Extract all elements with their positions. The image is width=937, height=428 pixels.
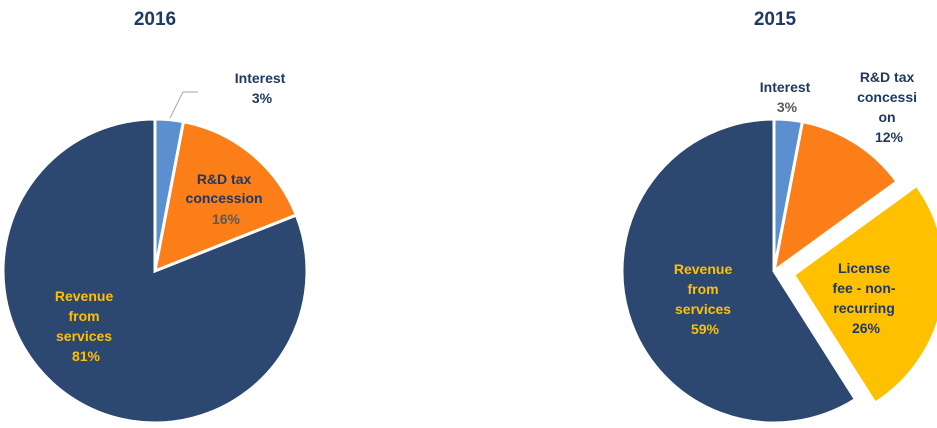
slice-label-rd-2015: R&D tax concessi on 12% xyxy=(857,69,921,145)
slice-label-line: concession xyxy=(186,190,263,206)
pie-slice-2015-3 xyxy=(620,117,858,425)
slice-pct: 3% xyxy=(252,90,273,106)
slice-label-line: services xyxy=(675,301,731,317)
slice-label-interest-2015: Interest 3% xyxy=(760,79,814,115)
slice-label-services-2015: Revenue from services 59% xyxy=(674,261,736,337)
slice-label-line: from xyxy=(687,281,718,297)
pie-slice-2015-1 xyxy=(771,119,900,275)
slice-label-line: on xyxy=(879,109,896,125)
slice-label-line: fee - non- xyxy=(833,280,896,296)
slice-label-line: License xyxy=(838,260,890,276)
slice-label-line: recurring xyxy=(833,300,894,316)
slice-label-line: Interest xyxy=(760,79,811,95)
pie-slices-2016 xyxy=(1,117,309,425)
pie-slices-2015 xyxy=(620,117,937,425)
pie-slice-2016-1 xyxy=(153,119,299,274)
slice-pct: 26% xyxy=(852,320,881,336)
slice-label-line: Revenue xyxy=(674,261,733,277)
slice-pct: 16% xyxy=(212,211,241,227)
slice-label-line: R&D tax xyxy=(197,171,252,187)
pie-slice-2016-2 xyxy=(1,117,309,425)
pie-chart-2015: 2015 Interest 3% R&D tax concessi on 12%… xyxy=(620,9,937,425)
leader-line-interest-2016 xyxy=(169,91,184,119)
slice-label-line: concessi xyxy=(857,89,917,105)
slice-label-interest-2016: Interest 3% xyxy=(235,70,289,106)
chart-title-2016: 2016 xyxy=(134,9,176,30)
pie-chart-2016: 2016 Interest 3% R&D tax concession 16% … xyxy=(1,9,309,425)
slice-label-line: R&D tax xyxy=(860,69,915,85)
slice-label-rd-2016: R&D tax concession 16% xyxy=(186,171,267,227)
slice-label-line: Revenue xyxy=(55,288,114,304)
slice-label-line: services xyxy=(56,328,112,344)
slice-pct: 3% xyxy=(777,99,798,115)
slice-pct: 59% xyxy=(691,321,720,337)
slice-label-line: from xyxy=(68,308,99,324)
slice-label-license-2015: License fee - non- recurring 26% xyxy=(833,260,900,336)
slice-label-services-2016: Revenue from services 81% xyxy=(55,288,117,364)
slice-pct: 12% xyxy=(875,129,904,145)
chart-title-2015: 2015 xyxy=(754,9,797,30)
slice-label-line: Interest xyxy=(235,70,286,86)
slice-pct: 81% xyxy=(72,348,101,364)
pie-slice-2015-2 xyxy=(791,183,937,406)
